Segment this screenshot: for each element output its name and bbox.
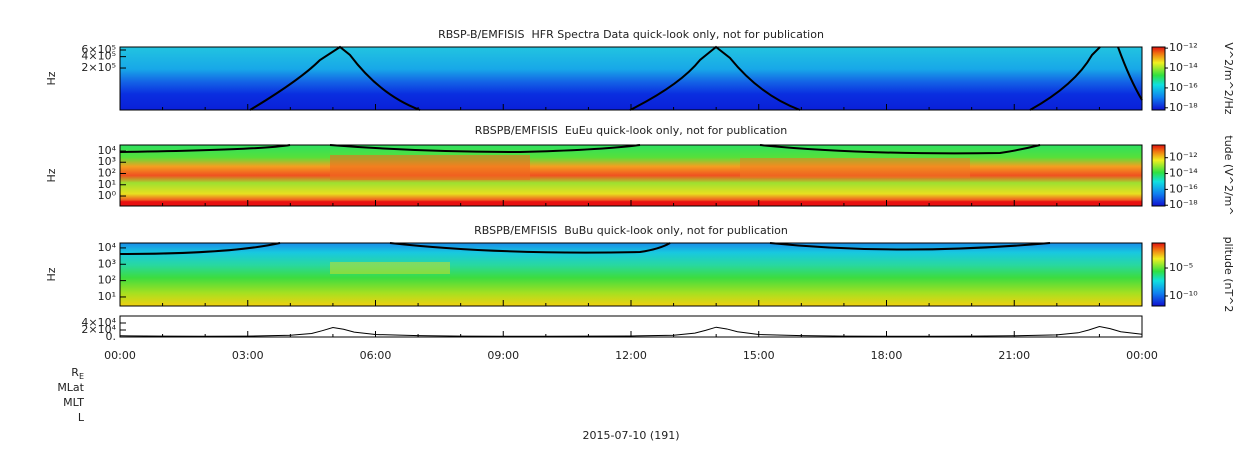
- y-tick-label: 2×10⁵: [81, 61, 116, 74]
- colorbar-tick-label: 10⁻¹⁴: [1169, 167, 1198, 180]
- x-tick-label: 18:00: [871, 349, 903, 362]
- y-tick-label: 0.: [106, 330, 117, 343]
- x-tick-label: 06:00: [360, 349, 392, 362]
- y-tick-label: 4×10⁵: [81, 50, 116, 63]
- panel-title: RBSPB/EMFISIS EuEu quick-look only, not …: [475, 124, 788, 137]
- spectrogram-image: [120, 145, 1142, 206]
- colorbar-tick-label: 10⁻¹²: [1169, 151, 1198, 164]
- y-tick-label: 10⁴: [98, 241, 117, 254]
- y-tick-label: 10⁴: [98, 144, 117, 157]
- spectrogram-feature: [740, 158, 970, 178]
- y-tick-label: 4×10⁴: [81, 316, 116, 329]
- y-tick-label: 10¹: [98, 178, 116, 191]
- y-tick-label: 10²: [98, 167, 116, 180]
- colorbar-label: tude (V^2/m^: [1222, 135, 1235, 215]
- row-label-sub: E: [79, 372, 84, 381]
- colorbar-tick-label: 10⁻⁵: [1169, 261, 1193, 274]
- spectrogram-feature: [330, 155, 530, 180]
- y-tick-label: 6×10⁵: [81, 43, 116, 56]
- row-label: RE: [71, 366, 84, 381]
- colorbar: [1151, 144, 1166, 207]
- colorbar-tick-label: 10⁻¹⁴: [1169, 61, 1198, 74]
- x-tick-label: 09:00: [487, 349, 519, 362]
- colorbar-tick-label: 10⁻¹⁶: [1169, 182, 1198, 195]
- data-line: [119, 325, 1143, 337]
- colorbar-tick-label: 10⁻¹⁸: [1169, 101, 1198, 114]
- colorbar-label: V^2/m^2/Hz: [1222, 42, 1235, 114]
- boundary-curve: [119, 144, 1041, 155]
- row-label: MLT: [63, 396, 84, 409]
- y-tick-label: 2×10⁴: [81, 323, 116, 336]
- colorbar-tick-label: 10⁻¹⁰: [1169, 289, 1198, 302]
- panel-title: RBSPB/EMFISIS BuBu quick-look only, not …: [474, 224, 788, 237]
- row-label-main: R: [71, 366, 79, 379]
- boundary-curve: [1029, 46, 1143, 111]
- colorbar-tick-label: 10⁻¹²: [1169, 41, 1198, 54]
- spectrogram-feature: [330, 262, 450, 274]
- y-tick-label: 10¹: [98, 290, 116, 303]
- y-tick-label: 10⁰: [98, 189, 117, 202]
- row-label: L: [78, 411, 85, 424]
- y-axis-label: Hz: [45, 168, 58, 182]
- colorbar: [1151, 46, 1166, 111]
- colorbar: [1151, 242, 1166, 307]
- panel-title: RBSP-B/EMFISIS HFR Spectra Data quick-lo…: [438, 28, 824, 41]
- spectrogram-image: [120, 243, 1142, 306]
- x-tick-label: 00:00: [104, 349, 136, 362]
- x-tick-label: 03:00: [232, 349, 264, 362]
- y-tick-label: 10³: [98, 257, 116, 270]
- colorbar-tick-label: 10⁻¹⁸: [1169, 198, 1198, 211]
- colorbar-tick-label: 10⁻¹⁶: [1169, 81, 1198, 94]
- y-tick-label: 10³: [98, 155, 116, 168]
- x-tick-label: 12:00: [615, 349, 647, 362]
- y-tick-label: 10²: [98, 274, 116, 287]
- boundary-curve: [119, 242, 1051, 255]
- y-axis-label: Hz: [45, 71, 58, 85]
- x-tick-label: 00:00: [1126, 349, 1158, 362]
- x-tick-label: 21:00: [998, 349, 1030, 362]
- spectrogram-image: [120, 47, 1142, 110]
- x-tick-label: 15:00: [743, 349, 775, 362]
- row-label: MLat: [57, 381, 84, 394]
- date-label: 2015-07-10 (191): [582, 429, 679, 442]
- y-axis-label: Hz: [45, 267, 58, 281]
- colorbar-label: plitude (nT^2: [1222, 237, 1235, 313]
